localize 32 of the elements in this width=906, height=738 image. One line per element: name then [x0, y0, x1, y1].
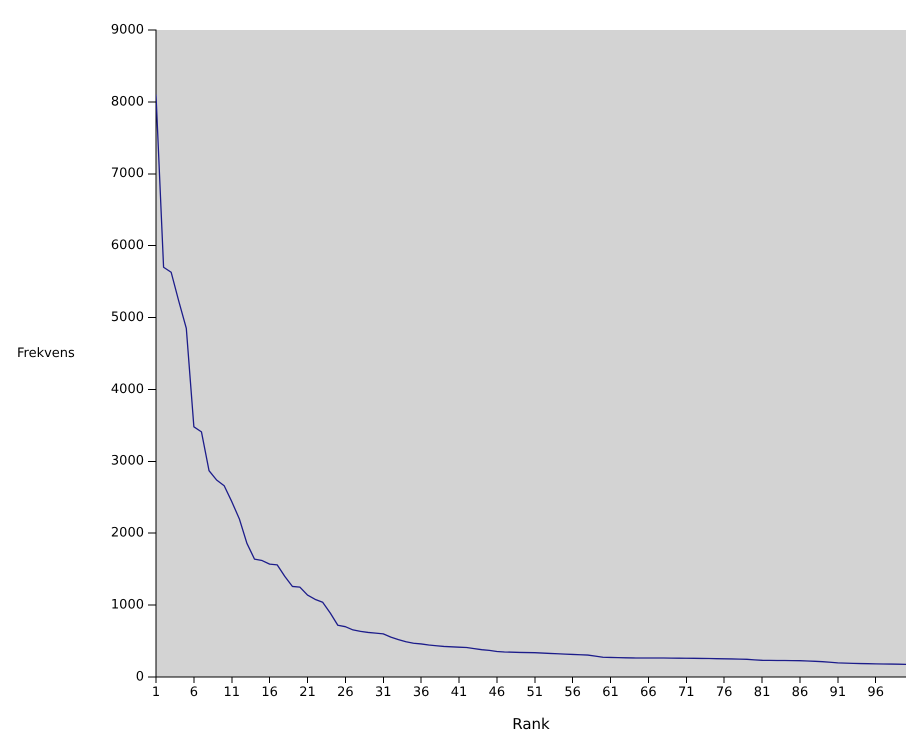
y-tick-label: 1000 — [110, 597, 144, 612]
x-tick-label: 11 — [223, 685, 240, 700]
x-tick-label: 86 — [792, 685, 808, 700]
x-tick-label: 56 — [564, 685, 581, 700]
x-tick-label: 71 — [678, 685, 695, 700]
x-tick-label: 76 — [716, 685, 732, 700]
x-tick-label: 66 — [640, 685, 657, 700]
x-tick-label: 26 — [337, 685, 354, 700]
x-tick-label: 21 — [299, 685, 316, 700]
y-axis-title: Frekvens — [17, 346, 76, 361]
y-tick-label: 3000 — [110, 454, 144, 469]
x-tick-label: 81 — [754, 685, 770, 700]
y-tick-label: 2000 — [110, 526, 144, 541]
y-tick-label: 9000 — [110, 22, 144, 38]
x-tick-label: 1 — [152, 685, 160, 700]
y-tick-label: 0 — [136, 669, 144, 684]
x-tick-label: 51 — [526, 685, 544, 700]
x-tick-label: 41 — [450, 685, 468, 700]
x-tick-label: 46 — [488, 685, 506, 700]
y-tick-label: 6000 — [110, 238, 144, 254]
x-tick-label: 16 — [261, 685, 278, 700]
y-tick-label: 8000 — [110, 94, 144, 110]
x-tick-label: 96 — [867, 685, 884, 700]
y-tick-label: 4000 — [110, 382, 144, 397]
x-axis-title: Rank — [512, 714, 550, 733]
y-tick-label: 7000 — [110, 166, 144, 182]
x-tick-label: 91 — [830, 685, 846, 700]
x-tick-label: 36 — [412, 685, 430, 700]
y-tick-label: 5000 — [110, 310, 144, 325]
x-tick-label: 6 — [190, 685, 198, 700]
x-tick-label: 61 — [602, 685, 619, 700]
x-tick-label: 31 — [375, 685, 392, 700]
